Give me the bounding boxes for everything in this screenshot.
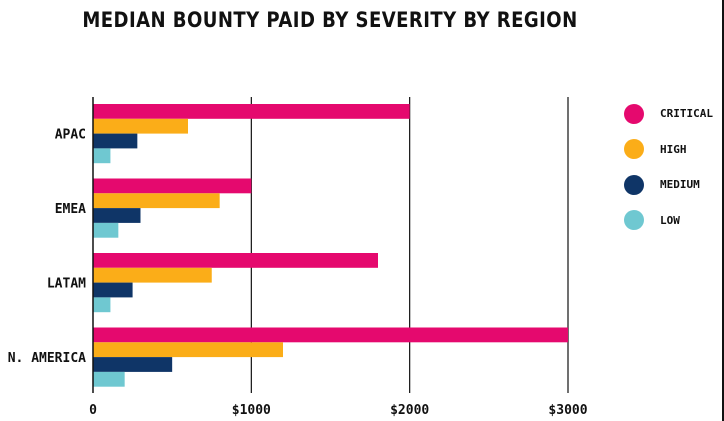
legend-swatch [624,139,644,160]
legend-swatch [624,210,644,231]
legend-swatch [624,174,644,195]
bar-emea-high [93,193,220,209]
bar-emea-low [93,222,119,238]
legend-label: LOW [660,213,680,227]
category-label: EMEA [55,202,86,217]
legend-label: HIGH [660,142,687,156]
x-tick-label: 0 [89,403,97,418]
bar-latam-medium [93,282,133,298]
category-label: APAC [55,128,86,143]
bar-n-america-high [93,342,283,358]
bar-apac-medium [93,133,138,149]
category-label: N. AMERICA [8,351,86,366]
x-tick-label: $2000 [390,403,429,418]
legend-item-critical: CRITICAL [624,96,713,132]
legend-item-low: LOW [624,203,713,239]
bar-emea-medium [93,208,141,223]
legend-label: MEDIUM [660,178,700,192]
bar-latam-low [93,297,111,313]
legend-swatch [624,103,644,124]
bar-n-america-medium [93,357,173,372]
bar-n-america-critical [93,327,568,343]
frame-edge [722,0,724,421]
legend: CRITICAL HIGH MEDIUM LOW [624,96,713,238]
bar-n-america-low [93,371,125,387]
bar-apac-low [93,148,111,164]
legend-item-high: HIGH [624,132,713,168]
legend-item-medium: MEDIUM [624,167,713,203]
bar-apac-critical [93,104,410,119]
category-label: LATAM [47,277,86,292]
bar-emea-critical [93,178,252,194]
bar-latam-high [93,267,212,283]
chart-title: MEDIAN BOUNTY PAID BY SEVERITY BY REGION [82,8,578,32]
x-tick-label: $3000 [548,403,587,418]
legend-label: CRITICAL [660,107,713,121]
bar-latam-critical [93,253,378,268]
bar-apac-high [93,118,188,134]
x-tick-label: $1000 [232,403,271,418]
